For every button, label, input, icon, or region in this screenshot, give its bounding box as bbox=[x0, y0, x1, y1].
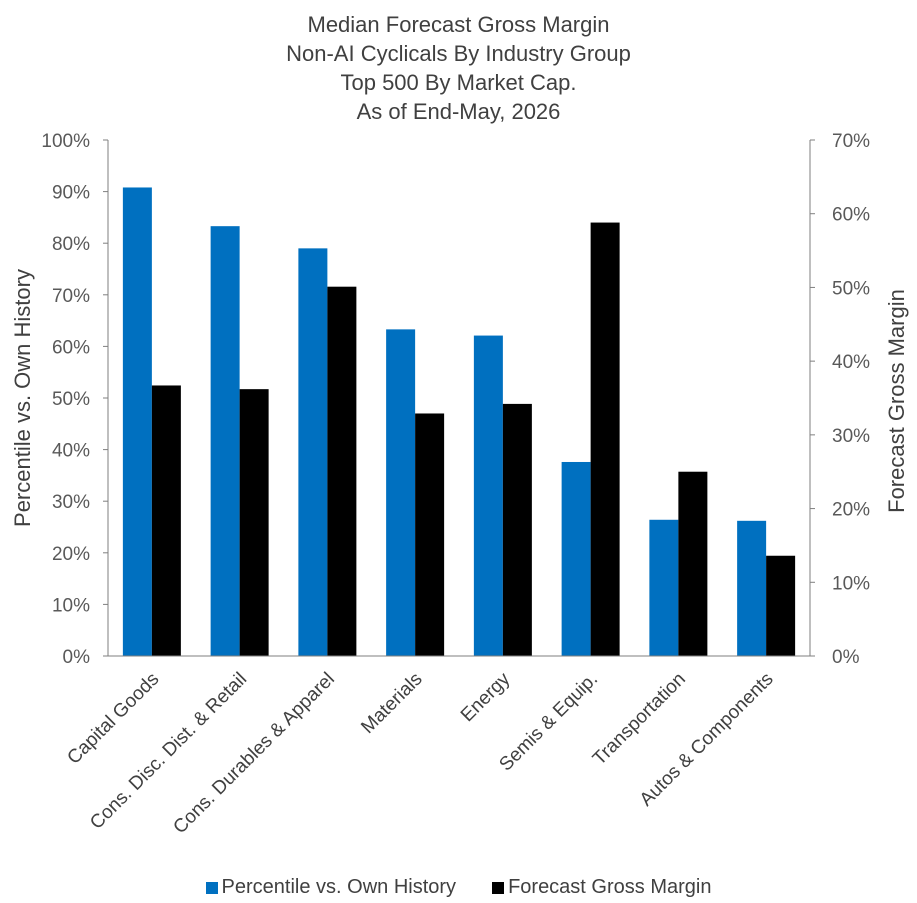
legend-item-gross-margin: Forecast Gross Margin bbox=[492, 876, 711, 899]
y-tick-left-3: 30% bbox=[52, 492, 90, 513]
y-tick-left-1: 10% bbox=[52, 595, 90, 616]
chart-legend: Percentile vs. Own History Forecast Gros… bbox=[0, 876, 917, 899]
y-tick-right-0: 0% bbox=[832, 647, 860, 668]
y-axis-left-title: Percentile vs. Own History bbox=[10, 269, 35, 527]
y-tick-left-10: 100% bbox=[41, 131, 90, 152]
bar-gross-margin-2 bbox=[327, 286, 357, 656]
y-tick-left-9: 90% bbox=[52, 183, 90, 204]
bar-percentile-3 bbox=[386, 329, 416, 656]
bar-percentile-2 bbox=[298, 248, 328, 657]
legend-swatch-gross-margin bbox=[492, 881, 505, 894]
x-tick-label-1: Cons. Disc. Dist. & Retail bbox=[86, 669, 251, 834]
y-tick-right-7: 70% bbox=[832, 131, 870, 152]
y-tick-left-0: 0% bbox=[63, 647, 91, 668]
legend-swatch-percentile bbox=[205, 881, 218, 894]
y-tick-left-6: 60% bbox=[52, 337, 90, 358]
y-tick-left-2: 20% bbox=[52, 544, 90, 565]
bar-gross-margin-7 bbox=[766, 555, 796, 656]
chart-title-line-2: Non-AI Cyclicals By Industry Group bbox=[286, 41, 631, 66]
y-tick-right-6: 60% bbox=[832, 205, 870, 226]
bar-percentile-0 bbox=[122, 187, 152, 657]
chart-title-line-3: Top 500 By Market Cap. bbox=[340, 70, 577, 95]
y-tick-left-8: 80% bbox=[52, 234, 90, 255]
y-tick-right-2: 20% bbox=[832, 500, 870, 521]
legend-item-percentile: Percentile vs. Own History bbox=[205, 876, 457, 899]
y-tick-left-7: 70% bbox=[52, 286, 90, 307]
bar-gross-margin-4 bbox=[502, 403, 532, 656]
chart-title-line-4: As of End-May, 2026 bbox=[356, 99, 561, 124]
y-axis-right-title: Forecast Gross Margin bbox=[884, 289, 909, 513]
x-tick-label-6: Transportation bbox=[589, 669, 690, 770]
x-tick-label-0: Capital Goods bbox=[63, 669, 163, 769]
bar-gross-margin-5 bbox=[590, 222, 620, 656]
y-tick-right-4: 40% bbox=[832, 352, 870, 373]
bar-percentile-5 bbox=[561, 461, 591, 656]
bar-gross-margin-6 bbox=[678, 471, 708, 656]
legend-label-percentile: Percentile vs. Own History bbox=[221, 876, 457, 898]
chart-title-line-1: Median Forecast Gross Margin bbox=[307, 12, 610, 37]
x-tick-label-2: Cons. Durables & Apparel bbox=[169, 669, 338, 838]
bar-percentile-1 bbox=[210, 226, 240, 656]
y-tick-right-3: 30% bbox=[832, 426, 870, 447]
y-tick-right-5: 50% bbox=[832, 278, 870, 299]
bar-gross-margin-0 bbox=[151, 385, 181, 656]
y-tick-left-4: 40% bbox=[52, 441, 90, 462]
y-tick-left-5: 50% bbox=[52, 389, 90, 410]
x-tick-label-4: Energy bbox=[457, 668, 515, 726]
bar-gross-margin-3 bbox=[415, 413, 445, 656]
bar-gross-margin-1 bbox=[239, 389, 269, 656]
bar-percentile-6 bbox=[649, 519, 679, 656]
bar-percentile-4 bbox=[473, 335, 503, 656]
y-tick-right-1: 10% bbox=[832, 573, 870, 594]
x-tick-label-3: Materials bbox=[357, 669, 426, 738]
legend-label-gross-margin: Forecast Gross Margin bbox=[508, 876, 712, 898]
bar-percentile-7 bbox=[737, 520, 767, 656]
chart-title: Median Forecast Gross Margin Non-AI Cycl… bbox=[0, 10, 917, 126]
